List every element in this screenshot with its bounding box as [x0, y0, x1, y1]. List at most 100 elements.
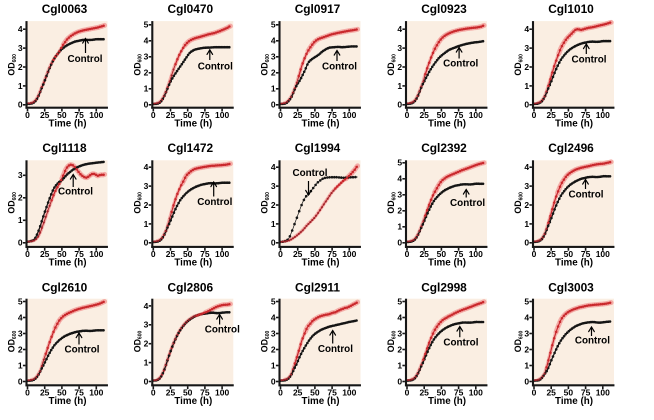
svg-text:OD600: OD600: [260, 192, 271, 214]
svg-text:0: 0: [405, 388, 410, 398]
svg-text:4: 4: [524, 24, 529, 34]
svg-text:Control: Control: [443, 337, 478, 348]
svg-text:Time (h): Time (h): [49, 258, 87, 269]
svg-text:4: 4: [18, 24, 23, 34]
svg-text:Cgl3003: Cgl3003: [548, 280, 594, 294]
svg-text:3: 3: [397, 43, 402, 53]
svg-text:5: 5: [18, 296, 23, 306]
svg-text:0: 0: [25, 388, 30, 398]
svg-text:100: 100: [342, 110, 356, 120]
svg-text:1: 1: [144, 358, 149, 368]
svg-text:Time (h): Time (h): [428, 118, 466, 129]
svg-text:100: 100: [469, 249, 483, 259]
svg-text:2: 2: [271, 200, 276, 210]
svg-text:Control: Control: [67, 54, 102, 65]
svg-text:50: 50: [57, 388, 67, 398]
svg-text:0: 0: [524, 100, 529, 110]
svg-text:1: 1: [144, 219, 149, 229]
svg-text:2: 2: [524, 62, 529, 72]
svg-text:50: 50: [183, 388, 193, 398]
svg-text:75: 75: [200, 249, 210, 259]
svg-text:OD600: OD600: [7, 192, 18, 214]
svg-text:50: 50: [310, 249, 320, 259]
svg-text:4: 4: [18, 312, 23, 322]
svg-text:75: 75: [581, 110, 591, 120]
svg-text:3: 3: [397, 328, 402, 338]
svg-text:75: 75: [581, 388, 591, 398]
svg-text:OD600: OD600: [386, 331, 397, 353]
svg-text:25: 25: [546, 249, 556, 259]
svg-text:4: 4: [271, 162, 276, 172]
svg-text:Cgl0917: Cgl0917: [295, 2, 341, 16]
svg-text:0: 0: [278, 388, 283, 398]
svg-text:3: 3: [524, 328, 529, 338]
svg-text:4: 4: [144, 162, 149, 172]
svg-text:1: 1: [271, 84, 276, 94]
svg-text:100: 100: [469, 388, 483, 398]
svg-text:2: 2: [18, 62, 23, 72]
svg-text:1: 1: [397, 222, 402, 232]
svg-text:2: 2: [18, 344, 23, 354]
svg-text:50: 50: [183, 249, 193, 259]
svg-text:100: 100: [342, 249, 356, 259]
svg-text:Control: Control: [450, 198, 485, 209]
svg-text:Control: Control: [197, 197, 232, 208]
svg-text:75: 75: [327, 249, 337, 259]
svg-text:Cgl1010: Cgl1010: [548, 2, 594, 16]
svg-text:5: 5: [271, 20, 276, 30]
svg-text:0: 0: [25, 249, 30, 259]
svg-text:3: 3: [144, 181, 149, 191]
svg-text:50: 50: [564, 388, 574, 398]
svg-text:50: 50: [310, 110, 320, 120]
svg-text:Cgl2496: Cgl2496: [548, 141, 594, 155]
svg-text:75: 75: [454, 110, 464, 120]
svg-text:OD600: OD600: [132, 192, 143, 214]
svg-text:1: 1: [144, 84, 149, 94]
svg-text:Control: Control: [318, 344, 353, 355]
svg-text:0: 0: [144, 100, 149, 110]
svg-text:25: 25: [546, 110, 556, 120]
svg-text:Time (h): Time (h): [302, 118, 340, 129]
svg-text:4: 4: [144, 36, 149, 46]
svg-text:1: 1: [271, 219, 276, 229]
svg-text:2: 2: [397, 206, 402, 216]
svg-text:0: 0: [532, 388, 537, 398]
svg-text:100: 100: [596, 249, 610, 259]
svg-text:1: 1: [524, 81, 529, 91]
svg-text:Time (h): Time (h): [555, 258, 593, 269]
svg-text:25: 25: [546, 388, 556, 398]
svg-text:0: 0: [271, 238, 276, 248]
svg-text:Control: Control: [322, 62, 357, 73]
svg-text:4: 4: [397, 312, 402, 322]
svg-text:2: 2: [18, 193, 23, 203]
svg-text:100: 100: [215, 249, 229, 259]
svg-text:0: 0: [144, 376, 149, 386]
svg-text:2: 2: [271, 344, 276, 354]
svg-text:Control: Control: [198, 62, 233, 73]
svg-text:3: 3: [524, 181, 529, 191]
svg-text:5: 5: [271, 296, 276, 306]
svg-text:Cgl1118: Cgl1118: [42, 141, 87, 155]
svg-text:0: 0: [278, 249, 283, 259]
svg-text:Control: Control: [64, 345, 99, 356]
svg-text:Time (h): Time (h): [49, 118, 87, 129]
svg-text:50: 50: [183, 110, 193, 120]
svg-text:5: 5: [397, 296, 402, 306]
svg-text:75: 75: [74, 249, 84, 259]
svg-text:100: 100: [596, 110, 610, 120]
svg-text:25: 25: [40, 110, 50, 120]
svg-text:3: 3: [18, 170, 23, 180]
svg-text:Time (h): Time (h): [49, 396, 87, 407]
svg-text:4: 4: [397, 174, 402, 184]
svg-text:2: 2: [144, 200, 149, 210]
svg-text:3: 3: [397, 190, 402, 200]
svg-text:1: 1: [18, 215, 23, 225]
svg-text:0: 0: [397, 238, 402, 248]
svg-text:0: 0: [397, 376, 402, 386]
svg-text:Control: Control: [205, 325, 240, 336]
svg-text:1: 1: [524, 219, 529, 229]
svg-text:3: 3: [524, 43, 529, 53]
svg-text:75: 75: [74, 110, 84, 120]
svg-text:Cgl2610: Cgl2610: [42, 280, 88, 294]
svg-text:3: 3: [144, 52, 149, 62]
